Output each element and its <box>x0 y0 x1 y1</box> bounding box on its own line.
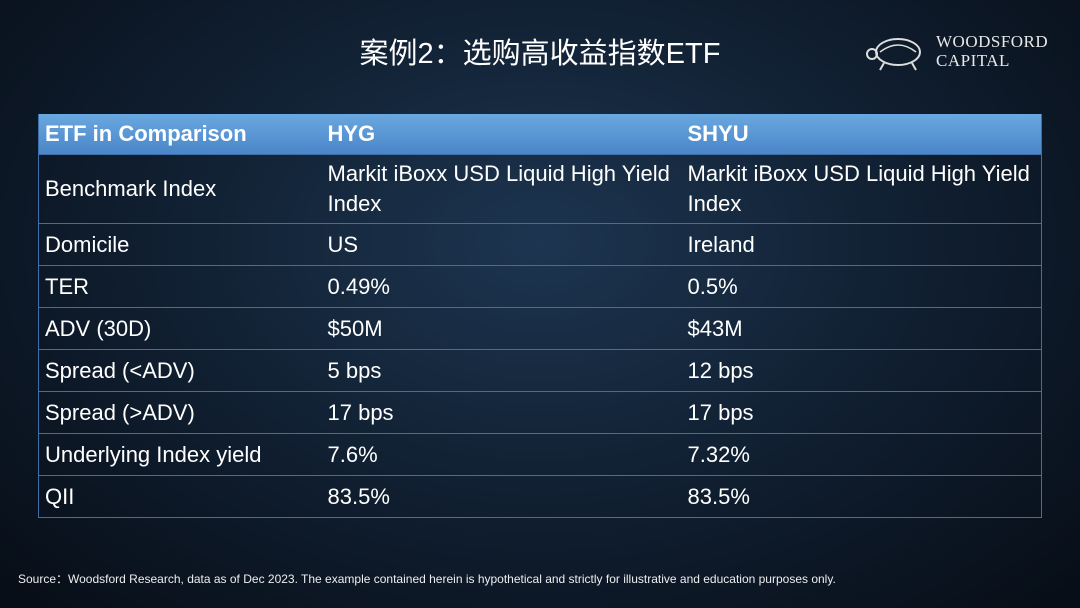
column-header: ETF in Comparison <box>38 114 322 155</box>
table-cell: 83.5% <box>681 475 1042 518</box>
table-cell: 17 bps <box>321 391 682 434</box>
table-cell: 12 bps <box>681 349 1042 392</box>
comparison-table: ETF in Comparison HYG SHYU Benchmark Index… <box>38 114 1042 518</box>
table-cell: TER <box>38 265 322 308</box>
table-cell: 0.5% <box>681 265 1042 308</box>
table-row: TER 0.49% 0.5% <box>38 265 1042 308</box>
table-row: ADV (30D) $50M $43M <box>38 307 1042 350</box>
source-note: Source：Woodsford Research, data as of De… <box>18 572 836 586</box>
logo-icon <box>866 38 921 71</box>
logo: WOODSFORD CAPITAL <box>862 30 1062 74</box>
header-row: ETF in Comparison HYG SHYU <box>38 114 1042 155</box>
table-row: Benchmark Index Markit iBoxx USD Liquid H… <box>38 154 1042 224</box>
table-cell: $43M <box>681 307 1042 350</box>
table-cell: 17 bps <box>681 391 1042 434</box>
table-cell: Markit iBoxx USD Liquid High Yield Index <box>681 154 1042 224</box>
table-cell: QII <box>38 475 322 518</box>
column-header: HYG <box>321 114 682 155</box>
table-cell: 7.6% <box>321 433 682 476</box>
table-cell: 83.5% <box>321 475 682 518</box>
table-row: Spread (>ADV) 17 bps 17 bps <box>38 391 1042 434</box>
table-cell: 5 bps <box>321 349 682 392</box>
table-cell: 7.32% <box>681 433 1042 476</box>
table-cell: $50M <box>321 307 682 350</box>
table-cell: ADV (30D) <box>38 307 322 350</box>
column-header: SHYU <box>681 114 1042 155</box>
table-row: Domicile US Ireland <box>38 223 1042 266</box>
table-row: QII 83.5% 83.5% <box>38 475 1042 518</box>
table-cell: Spread (>ADV) <box>38 391 322 434</box>
table-cell: 0.49% <box>321 265 682 308</box>
logo-text: WOODSFORD <box>936 32 1049 51</box>
table-cell: Markit iBoxx USD Liquid High Yield Index <box>321 154 682 224</box>
table-cell: Underlying Index yield <box>38 433 322 476</box>
logo-text: CAPITAL <box>936 51 1010 70</box>
table-cell: Spread (<ADV) <box>38 349 322 392</box>
table-row: Spread (<ADV) 5 bps 12 bps <box>38 349 1042 392</box>
table-cell: Domicile <box>38 223 322 266</box>
table-cell: Benchmark Index <box>38 154 322 224</box>
table-cell: Ireland <box>681 223 1042 266</box>
table-row: Underlying Index yield 7.6% 7.32% <box>38 433 1042 476</box>
table-cell: US <box>321 223 682 266</box>
slide-title: 案例2：选购高收益指数ETF <box>359 38 721 70</box>
